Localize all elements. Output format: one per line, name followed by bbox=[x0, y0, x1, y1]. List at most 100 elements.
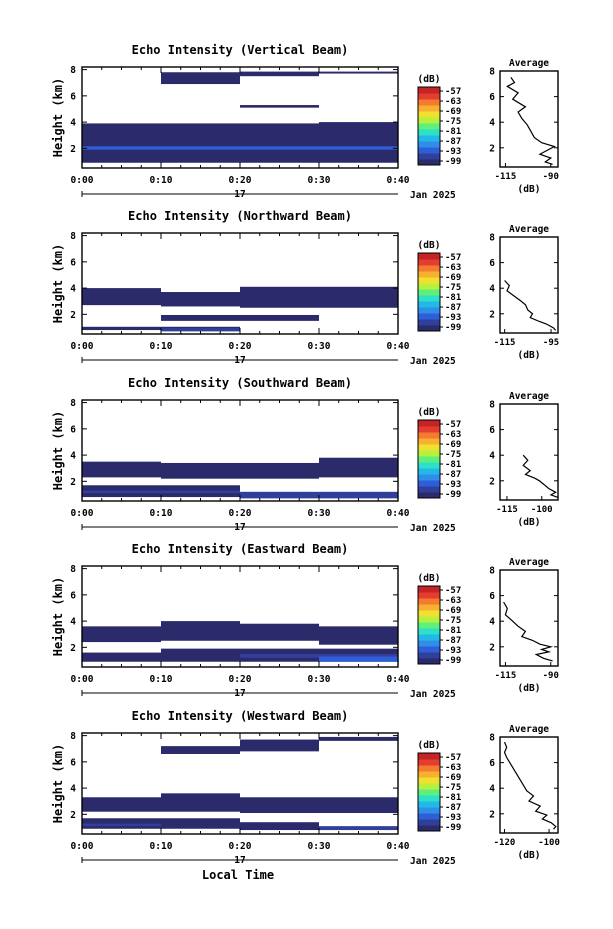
colorbar-tick-label: -81 bbox=[445, 626, 461, 636]
panel-2: Echo Intensity (Southward Beam) 2 4 6 8 Heigh… bbox=[51, 376, 559, 534]
date-day: 17 bbox=[234, 355, 245, 366]
colorbar-swatch bbox=[418, 801, 440, 808]
colorbar-swatch bbox=[418, 271, 440, 278]
profile-y-tick-label: 8 bbox=[489, 233, 495, 244]
heatmap-cell bbox=[319, 826, 398, 831]
profile-x-tick-label: -120 bbox=[494, 838, 516, 848]
colorbar-swatch bbox=[418, 135, 440, 142]
heatmap-cell bbox=[240, 105, 319, 108]
panel-title: Echo Intensity (Southward Beam) bbox=[128, 376, 352, 390]
date-month-year: Jan 2025 bbox=[410, 523, 456, 534]
colorbar-swatch bbox=[418, 105, 440, 112]
profile-y-tick-label: 4 bbox=[489, 617, 495, 628]
profile-y-tick-label: 6 bbox=[489, 425, 495, 436]
heatmap-cell bbox=[319, 122, 398, 163]
heatmap-cell bbox=[319, 656, 398, 662]
panel-3: Echo Intensity (Eastward Beam) 2 4 6 8 Height… bbox=[51, 542, 559, 700]
colorbar-tick-label: -87 bbox=[445, 636, 461, 646]
colorbar-swatch bbox=[418, 486, 440, 493]
colorbar-swatch bbox=[418, 492, 440, 499]
panel-title: Echo Intensity (Eastward Beam) bbox=[132, 542, 349, 556]
panel-title: Echo Intensity (Vertical Beam) bbox=[132, 43, 349, 57]
x-tick-label: 0:00 bbox=[71, 341, 94, 352]
profile-y-tick-label: 4 bbox=[489, 284, 495, 295]
profile-line bbox=[522, 454, 559, 498]
heatmap-cell bbox=[240, 286, 398, 308]
heatmap-cell bbox=[161, 72, 240, 85]
y-tick-label: 6 bbox=[70, 424, 76, 435]
y-axis-label: Height (km) bbox=[51, 78, 65, 157]
x-tick-label: 0:00 bbox=[71, 674, 94, 685]
x-tick-label: 0:40 bbox=[387, 841, 410, 852]
colorbar-swatch bbox=[418, 159, 440, 166]
x-tick-label: 0:30 bbox=[308, 175, 331, 186]
date-day: 17 bbox=[234, 855, 245, 866]
colorbar-tick-label: -69 bbox=[445, 606, 461, 616]
profile-x-tick-label: -115 bbox=[496, 505, 518, 515]
colorbar-tick-label: -93 bbox=[445, 313, 461, 323]
heatmap-cell bbox=[82, 461, 161, 478]
colorbar-tick-label: -81 bbox=[445, 293, 461, 303]
profile-y-tick-label: 6 bbox=[489, 258, 495, 269]
heatmap-cell bbox=[82, 652, 161, 662]
colorbar-unit: (dB) bbox=[418, 740, 441, 751]
heatmap-cell bbox=[82, 123, 319, 163]
colorbar-tick-label: -63 bbox=[445, 263, 461, 273]
y-tick-label: 2 bbox=[70, 477, 76, 488]
y-tick-label: 6 bbox=[70, 757, 76, 768]
profile-x-tick-label: -90 bbox=[543, 172, 559, 182]
colorbar-swatch bbox=[418, 325, 440, 332]
colorbar-swatch bbox=[418, 265, 440, 272]
profile-unit: (dB) bbox=[518, 184, 541, 195]
date-day: 17 bbox=[234, 522, 245, 533]
x-tick-label: 0:20 bbox=[229, 508, 252, 519]
colorbar-swatch bbox=[418, 795, 440, 802]
colorbar-tick-label: -75 bbox=[445, 117, 461, 127]
x-tick-label: 0:30 bbox=[308, 841, 331, 852]
heatmap-cell bbox=[161, 462, 319, 479]
heatmap-cell bbox=[240, 822, 319, 831]
colorbar-tick-label: -57 bbox=[445, 420, 461, 430]
colorbar-tick-label: -81 bbox=[445, 127, 461, 137]
profile-y-tick-label: 2 bbox=[489, 143, 495, 154]
x-tick-label: 0:00 bbox=[71, 508, 94, 519]
colorbar-swatch bbox=[418, 259, 440, 266]
colorbar-swatch bbox=[418, 87, 440, 94]
colorbar-tick-label: -69 bbox=[445, 107, 461, 117]
colorbar-tick-label: -81 bbox=[445, 460, 461, 470]
y-tick-label: 4 bbox=[70, 784, 76, 795]
colorbar-swatch bbox=[418, 622, 440, 629]
colorbar-swatch bbox=[418, 610, 440, 617]
heatmap-cell bbox=[82, 146, 398, 150]
y-tick-label: 4 bbox=[70, 451, 76, 462]
date-month-year: Jan 2025 bbox=[410, 190, 456, 201]
profile-frame bbox=[499, 236, 559, 334]
heatmap-cell bbox=[240, 71, 319, 77]
y-axis-label: Height (km) bbox=[51, 244, 65, 323]
colorbar-tick-label: -63 bbox=[445, 97, 461, 107]
panel-0: Echo Intensity (Vertical Beam) 2 4 6 8 Height… bbox=[51, 43, 559, 201]
colorbar-swatch bbox=[418, 765, 440, 772]
colorbar-unit: (dB) bbox=[418, 240, 441, 251]
y-tick-label: 2 bbox=[70, 310, 76, 321]
colorbar-swatch bbox=[418, 277, 440, 284]
y-tick-label: 6 bbox=[70, 91, 76, 102]
profile-x-tick-label: -90 bbox=[543, 671, 559, 681]
profile-unit: (dB) bbox=[518, 350, 541, 361]
profile-title: Average bbox=[509, 557, 549, 568]
colorbar-frame bbox=[417, 419, 441, 499]
y-tick-label: 6 bbox=[70, 590, 76, 601]
colorbar-swatch bbox=[418, 456, 440, 463]
colorbar-swatch bbox=[418, 586, 440, 593]
x-tick-label: 0:10 bbox=[150, 508, 173, 519]
colorbar-swatch bbox=[418, 444, 440, 451]
colorbar-frame bbox=[417, 86, 441, 166]
profile-x-tick-label: -115 bbox=[495, 671, 517, 681]
colorbar-tick-label: -87 bbox=[445, 303, 461, 313]
heatmap-cell bbox=[319, 626, 398, 645]
colorbar-tick-label: -81 bbox=[445, 793, 461, 803]
heatmap-cell bbox=[319, 71, 398, 74]
colorbar-unit: (dB) bbox=[418, 74, 441, 85]
colorbar-swatch bbox=[418, 783, 440, 790]
